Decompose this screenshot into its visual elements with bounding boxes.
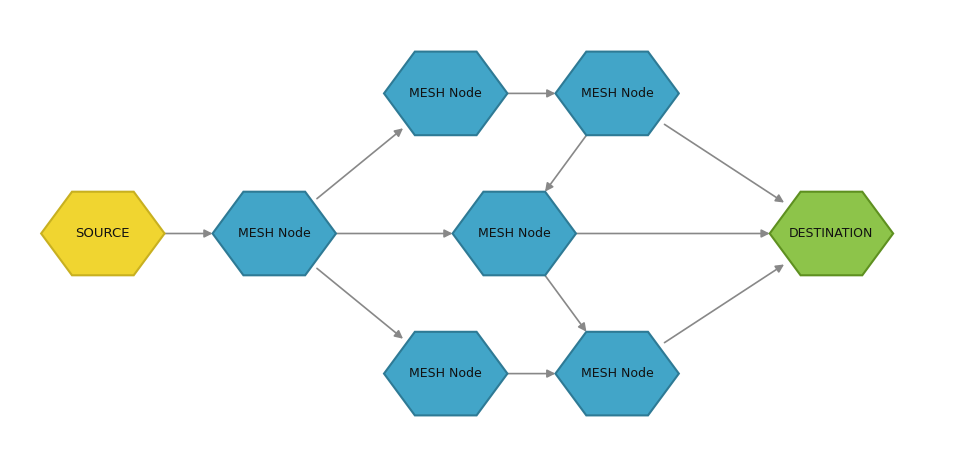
Polygon shape (556, 52, 679, 135)
Text: MESH Node: MESH Node (409, 367, 482, 380)
Polygon shape (212, 192, 336, 275)
Polygon shape (384, 52, 508, 135)
Polygon shape (384, 332, 508, 415)
Text: SOURCE: SOURCE (76, 227, 131, 240)
Text: DESTINATION: DESTINATION (789, 227, 874, 240)
Text: MESH Node: MESH Node (581, 87, 654, 100)
Polygon shape (770, 192, 893, 275)
Polygon shape (556, 332, 679, 415)
Text: MESH Node: MESH Node (478, 227, 551, 240)
Polygon shape (41, 192, 164, 275)
Polygon shape (452, 192, 576, 275)
Text: MESH Node: MESH Node (581, 367, 654, 380)
Text: MESH Node: MESH Node (409, 87, 482, 100)
Text: MESH Node: MESH Node (238, 227, 311, 240)
